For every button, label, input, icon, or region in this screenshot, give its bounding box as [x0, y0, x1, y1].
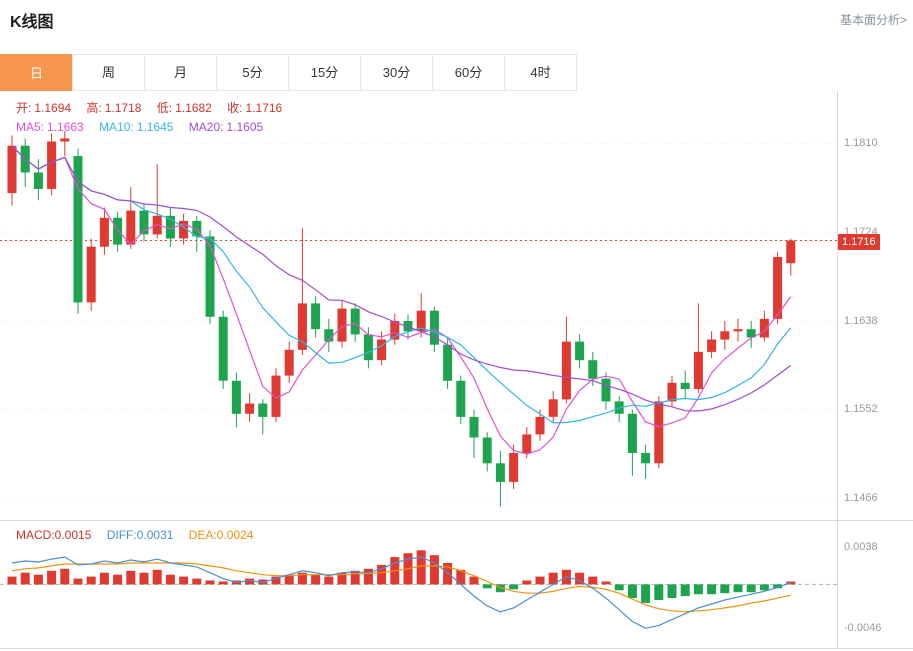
macd-y-label-bottom: -0.0046 — [844, 622, 882, 634]
y-axis-label-3: 1.1638 — [844, 315, 878, 327]
candlestick-chart[interactable] — [0, 91, 837, 520]
timeframe-tabs: 日 周 月 5分 15分 30分 60分 4时 — [0, 54, 577, 91]
ma5-value: 1.1663 — [47, 120, 84, 134]
ohlc-high: 高: 1.1718 — [86, 101, 141, 115]
y-axis-label-1: 1.1810 — [844, 137, 878, 149]
ohlc-close: 收: 1.1716 — [227, 101, 282, 115]
dea-label: DEA: — [188, 528, 217, 542]
diff-label: DIFF: — [106, 528, 137, 542]
dea-value: 0.0024 — [216, 528, 254, 542]
tab-5min[interactable]: 5分 — [216, 54, 289, 91]
ohlc-close-value: 1.1716 — [245, 101, 283, 115]
ohlc-legend: 开: 1.1694 高: 1.1718 低: 1.1682 收: 1.1716 — [16, 99, 294, 116]
ohlc-low-value: 1.1682 — [175, 101, 212, 115]
tab-week[interactable]: 周 — [72, 54, 145, 91]
ma5-label: MA5: — [16, 120, 45, 134]
tab-day[interactable]: 日 — [0, 54, 73, 91]
tab-month[interactable]: 月 — [144, 54, 217, 91]
macd-y-label-top: 0.0038 — [844, 541, 878, 553]
diff-value: 0.0031 — [136, 528, 174, 542]
macd-value: 0.0015 — [54, 528, 92, 542]
current-price-tag: 1.1716 — [838, 234, 880, 250]
macd-value-legend: MACD:0.0015 — [16, 528, 91, 542]
ohlc-low: 低: 1.1682 — [157, 101, 212, 115]
macd-label: MACD: — [16, 528, 55, 542]
macd-chart[interactable] — [0, 522, 837, 642]
ohlc-open-value: 1.1694 — [34, 101, 72, 115]
axis-border — [837, 91, 838, 648]
diff-value-legend: DIFF:0.0031 — [107, 528, 174, 542]
ohlc-open: 开: 1.1694 — [16, 101, 71, 115]
ma20-legend: MA20: 1.1605 — [189, 120, 263, 134]
ohlc-high-label: 高: — [86, 101, 102, 115]
ma10-value: 1.1645 — [136, 120, 174, 134]
tab-15min[interactable]: 15分 — [288, 54, 361, 91]
ma20-value: 1.1605 — [226, 120, 264, 134]
ohlc-high-value: 1.1718 — [104, 101, 142, 115]
tab-30min[interactable]: 30分 — [360, 54, 433, 91]
ma5-legend: MA5: 1.1663 — [16, 120, 84, 134]
page-title: K线图 — [10, 14, 54, 31]
macd-legend: MACD:0.0015 DIFF:0.0031 DEA:0.0024 — [16, 528, 265, 542]
ma20-label: MA20: — [188, 120, 224, 134]
bottom-border — [0, 648, 913, 649]
panel-divider — [0, 520, 913, 521]
tab-4hour[interactable]: 4时 — [504, 54, 577, 91]
ohlc-open-label: 开: — [16, 101, 32, 115]
fundamental-analysis-link[interactable]: 基本面分析> — [839, 13, 907, 27]
ohlc-close-label: 收: — [227, 101, 243, 115]
ma-legend: MA5: 1.1663 MA10: 1.1645 MA20: 1.1605 — [16, 120, 275, 134]
y-axis-label-5: 1.1466 — [844, 492, 878, 504]
tab-60min[interactable]: 60分 — [432, 54, 505, 91]
dea-value-legend: DEA:0.0024 — [189, 528, 254, 542]
ohlc-low-label: 低: — [156, 101, 173, 115]
y-axis-label-4: 1.1552 — [844, 403, 878, 415]
ma10-label: MA10: — [99, 120, 134, 134]
ma10-legend: MA10: 1.1645 — [99, 120, 173, 134]
